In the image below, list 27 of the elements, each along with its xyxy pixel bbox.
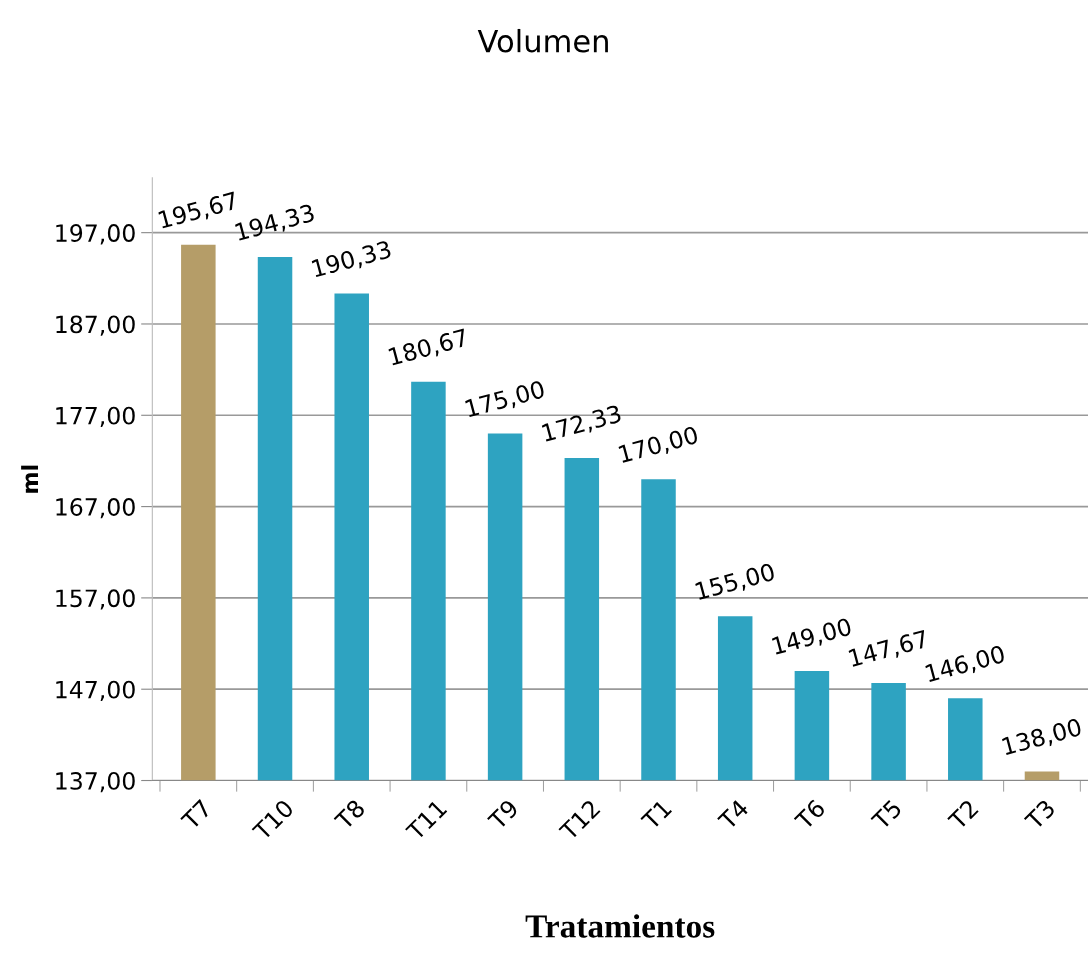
x-tick-label: T3 [1023,798,1056,831]
x-tick-label: T11 [405,799,448,842]
x-tick-label: T6 [793,798,827,831]
x-tick-label: T8 [333,798,366,831]
y-axis-title: ml [21,465,38,493]
chart-title: Volumen [477,28,608,53]
x-tick-label: T9 [486,798,520,831]
x-tick-label: T4 [717,798,750,831]
data-label: 175,00 [464,379,546,420]
data-label: 155,00 [694,562,776,603]
data-label: 138,00 [1001,717,1083,758]
x-tick-label: T7 [180,799,212,831]
y-tick-label: 157,00 [56,589,135,610]
x-tick-label: T12 [558,799,601,842]
y-tick-label: 177,00 [56,406,135,427]
y-tick-label: 187,00 [56,315,135,336]
y-tick-label: 197,00 [56,224,135,245]
y-tick-label: 137,00 [56,771,135,793]
x-tick-label: T10 [251,798,295,842]
x-tick-label: T1 [640,799,672,831]
y-tick-label: 167,00 [56,498,135,519]
x-axis-title: Tratamientos [525,914,715,938]
data-label: 146,00 [925,644,1007,685]
x-tick-label: T2 [947,799,979,831]
x-tick-label: T5 [870,799,903,831]
y-tick-label: 147,00 [56,680,135,701]
data-label: 180,67 [388,328,469,369]
